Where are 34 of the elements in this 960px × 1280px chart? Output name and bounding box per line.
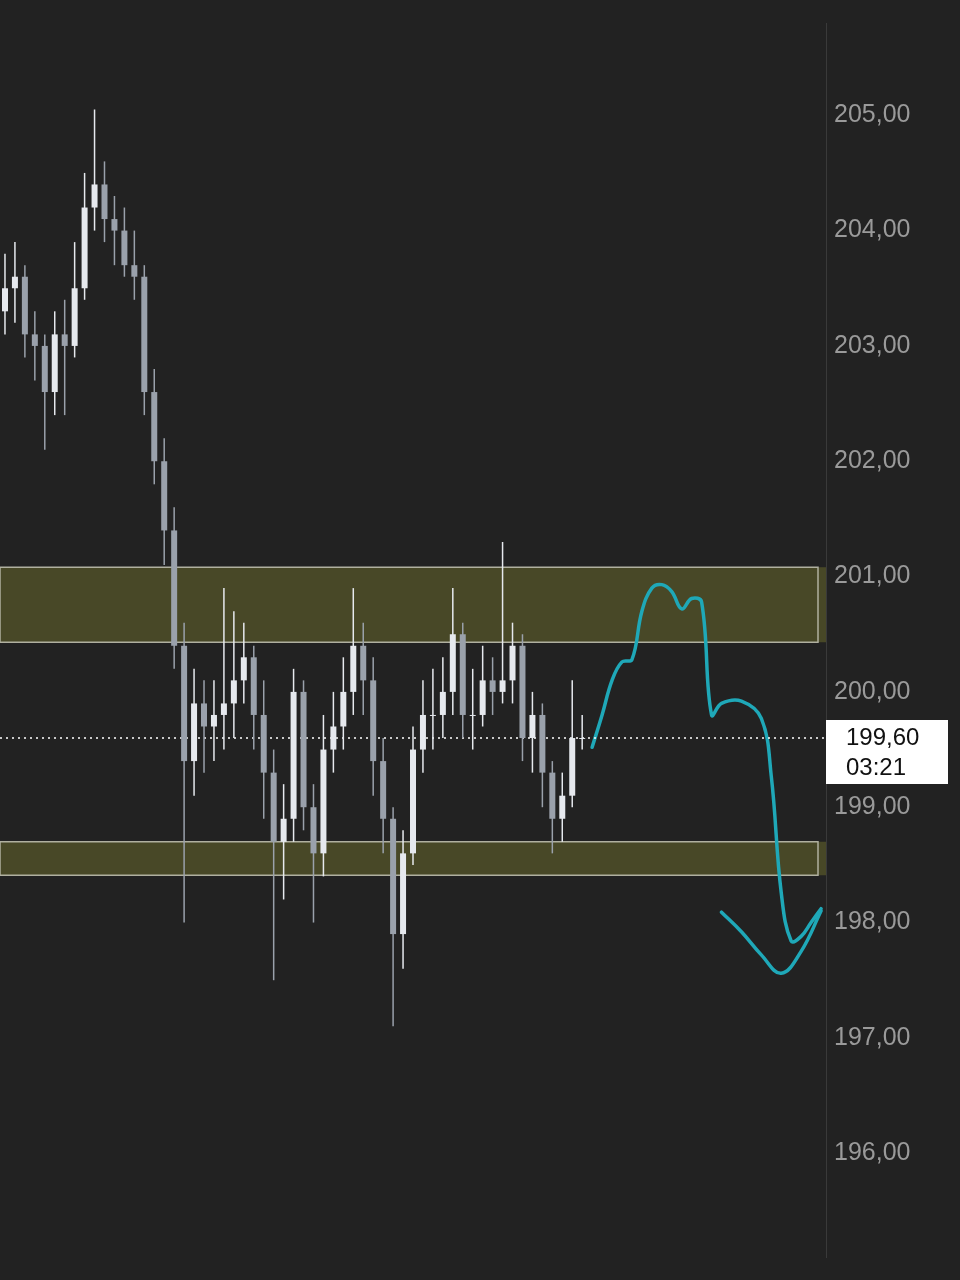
candlestick: [220, 587, 227, 751]
y-tick-label: 201,00: [834, 560, 911, 589]
candlestick: [529, 691, 536, 774]
candlestick: [559, 771, 566, 843]
candlestick: [91, 108, 98, 232]
candlestick: [131, 229, 138, 301]
y-tick-label: 205,00: [834, 99, 911, 128]
y-tick-label: 204,00: [834, 214, 911, 243]
candlestick: [579, 714, 586, 751]
y-tick-label: 199,00: [834, 791, 911, 820]
candlestick: [1, 252, 8, 336]
y-tick-label: 203,00: [834, 329, 911, 358]
candlestick: [61, 299, 68, 416]
candlestick: [469, 668, 476, 751]
candlestick: [439, 656, 446, 739]
candlestick: [11, 241, 18, 324]
y-tick-label: 197,00: [834, 1021, 911, 1050]
ref-line-label: 199,60: [846, 722, 920, 750]
candlestick: [499, 541, 506, 705]
candlestick: [429, 668, 436, 751]
candlestick: [280, 783, 287, 901]
candlestick: [31, 310, 38, 382]
y-tick-label: 196,00: [834, 1137, 911, 1166]
y-tick-label: 200,00: [834, 675, 911, 704]
candlestick: [201, 679, 208, 774]
candlestick: [111, 195, 118, 266]
candlestick: [489, 656, 496, 716]
candlestick: [240, 621, 247, 705]
candlestick: [330, 691, 337, 774]
text: 03:21: [846, 752, 907, 780]
candlestick: [230, 610, 237, 739]
y-tick-label: 198,00: [834, 906, 911, 935]
candlestick: [210, 679, 217, 762]
y-tick-label: 202,00: [834, 445, 911, 474]
